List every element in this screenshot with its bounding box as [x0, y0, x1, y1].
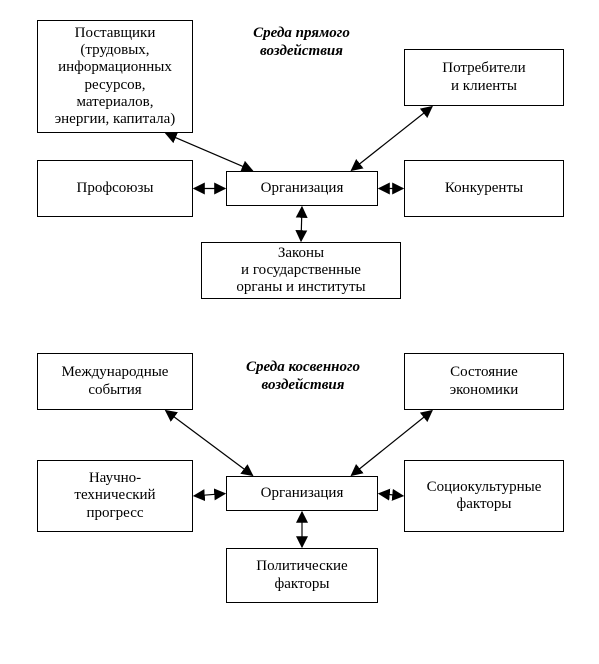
node-label: Конкуренты — [445, 180, 523, 197]
node-label: Состояниеэкономики — [450, 364, 519, 399]
node-label: Политическиефакторы — [256, 558, 347, 593]
node-label: Социокультурныефакторы — [427, 479, 542, 514]
diagram-edge — [379, 494, 403, 496]
diagram-node: Организация — [226, 476, 378, 511]
diagram-node: Международныесобытия — [37, 353, 193, 410]
node-label: Поставщики(трудовых,информационныхресурс… — [55, 25, 176, 129]
diagram-edge — [301, 207, 302, 241]
node-label: Профсоюзы — [77, 180, 154, 197]
node-label: Организация — [261, 485, 344, 502]
diagram-node: Организация — [226, 171, 378, 206]
node-label: Международныесобытия — [62, 364, 169, 399]
diagram-node: Политическиефакторы — [226, 548, 378, 603]
diagram-node: Законыи государственныеорганы и институт… — [201, 242, 401, 299]
diagram-node: Поставщики(трудовых,информационныхресурс… — [37, 20, 193, 133]
diagram-node: Потребителии клиенты — [404, 49, 564, 106]
diagram-node: Профсоюзы — [37, 160, 193, 217]
node-label: Потребителии клиенты — [442, 60, 525, 95]
diagram-node: Научно-техническийпрогресс — [37, 460, 193, 532]
diagram-node: Социокультурныефакторы — [404, 460, 564, 532]
diagram-node: Состояниеэкономики — [404, 353, 564, 410]
node-label: Научно-техническийпрогресс — [74, 470, 155, 522]
diagram-edge — [194, 494, 225, 496]
diagram-node: Конкуренты — [404, 160, 564, 217]
node-label: Законыи государственныеорганы и институт… — [236, 245, 365, 297]
node-label: Организация — [261, 180, 344, 197]
section-title: Среда косвенноговоздействия — [218, 358, 388, 394]
section-title: Среда прямоговоздействия — [219, 24, 384, 60]
